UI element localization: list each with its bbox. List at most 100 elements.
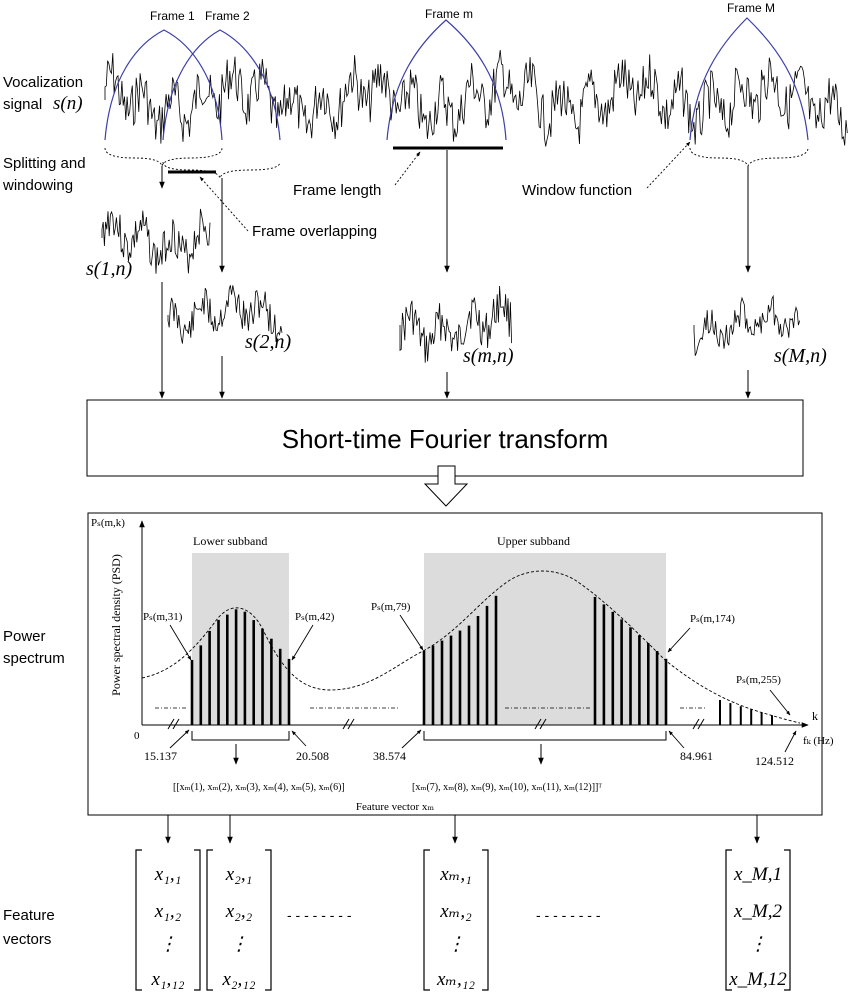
matrix-bracket xyxy=(135,849,142,991)
lower-subband-label: Lower subband xyxy=(193,534,267,548)
y-axis-label: Power spectral density (PSD) xyxy=(109,554,123,696)
axis-breaks xyxy=(167,718,705,730)
frame-1-label: Frame 1 xyxy=(150,9,195,23)
frame-m-symbol: s(m,n) xyxy=(463,345,514,367)
frame-M-label: Frame M xyxy=(727,1,775,15)
frame-2-label: Frame 2 xyxy=(205,9,250,23)
psd-bar-lower xyxy=(226,614,229,725)
psd-bar-upper xyxy=(431,645,435,725)
psd-bar-lower xyxy=(278,648,282,725)
point-255-label: Pₛ(m,255) xyxy=(736,674,781,686)
psd-bar-upper xyxy=(485,605,489,725)
psd-bar-tail xyxy=(729,703,732,725)
freq-38-574: 38.574 xyxy=(373,749,406,763)
psd-bar-tail xyxy=(739,706,742,725)
frame-m-label: Frame m xyxy=(425,7,473,21)
frame-M-waveform xyxy=(693,294,800,356)
feature-vector-label: Feature vector xₘ xyxy=(356,801,434,813)
svg-text:spectrum: spectrum xyxy=(3,650,65,667)
origin-label: 0 xyxy=(134,730,140,742)
psd-bar-upper xyxy=(476,616,480,725)
vector-entry-top: xₘ,₁ xyxy=(439,864,471,885)
stft-output-arrow xyxy=(423,465,469,507)
freq-124-512: 124.512 xyxy=(755,754,794,768)
frequency-labels: 15.137 20.508 38.574 84.961 124.512 xyxy=(144,729,797,768)
vector-lower-text: [[xₘ(1), xₘ(2), xₘ(3), xₘ(4), xₘ(5), xₘ(… xyxy=(173,782,345,793)
psd-bar-lower xyxy=(243,611,247,725)
vector-entry-last: x₁,₁₂ xyxy=(151,969,185,990)
frame-1-symbol: s(1,n) xyxy=(86,258,132,280)
window-function-label: Window function xyxy=(522,182,632,199)
svg-text:Vocalization: Vocalization xyxy=(3,74,83,91)
psd-bar-upper xyxy=(629,627,632,725)
matrix-bracket xyxy=(725,849,732,991)
psd-bar-tail xyxy=(760,712,763,725)
psd-bar-upper xyxy=(602,604,606,725)
matrix-bracket xyxy=(265,849,272,991)
window-functions xyxy=(104,17,809,141)
psd-bar-tail xyxy=(771,715,773,725)
psd-bar-upper xyxy=(620,619,623,725)
psd-bar-lower xyxy=(270,638,273,725)
psd-bar-upper xyxy=(449,635,453,725)
psd-bar-upper xyxy=(467,625,471,725)
psd-bar-upper xyxy=(494,595,498,726)
psd-bar-tail xyxy=(750,709,753,725)
signal-symbol: s(n) xyxy=(53,93,83,114)
stft-input-arrows xyxy=(159,282,751,399)
psd-bar-lower xyxy=(287,658,291,725)
point-174-label: Pₛ(m,174) xyxy=(690,613,735,625)
x-symbol: k xyxy=(812,709,818,723)
freq-84-961: 84.961 xyxy=(680,749,713,763)
vector-entry-top: x₁,₁ xyxy=(154,864,181,885)
psd-bar-lower xyxy=(252,620,255,725)
frame-M-symbol: s(M,n) xyxy=(774,345,827,367)
matrix-bracket xyxy=(206,849,213,991)
feature-vectors: x₁,₁ x₁,₂ ⋮ x₁,₁₂ x₂,₁ x₂,₂ ⋮ x₂,₁₂ xₘ,₁ xₘ,₂ ⋮ xₘ,… xyxy=(135,849,791,991)
vector-entry-top: x₂,₁ xyxy=(225,864,252,885)
svg-text:Power: Power xyxy=(3,628,46,645)
freq-15-137: 15.137 xyxy=(144,749,177,763)
psd-bar-upper xyxy=(440,640,444,725)
freq-20-508: 20.508 xyxy=(296,749,329,763)
frame-2-waveform xyxy=(167,285,283,344)
vector-dots: ⋮ xyxy=(230,934,249,955)
vocalization-waveform xyxy=(104,49,848,147)
frame-symbols: s(1,n) s(2,n) s(m,n) s(M,n) xyxy=(86,258,827,367)
frame-length-label: Frame length xyxy=(293,182,381,199)
point-42-label: Pₛ(m,42) xyxy=(295,611,335,623)
frame-overlapping-label: Frame overlapping xyxy=(252,223,377,240)
feature-arrows xyxy=(165,815,760,844)
matrix-bracket xyxy=(194,849,201,991)
psd-bar-upper xyxy=(593,596,597,725)
window-2 xyxy=(162,29,281,141)
point-79-label: Pₛ(m,79) xyxy=(371,601,411,613)
psd-point-labels: Pₛ(m,31) Pₛ(m,42) Pₛ(m,79) Pₛ(m,174) Pₛ(… xyxy=(143,601,791,716)
matrix-bracket xyxy=(423,849,430,991)
ellipsis-1: - - - - - - - - xyxy=(287,907,352,923)
y-symbol: Pₛ(m,k) xyxy=(91,517,125,529)
vector-entry-second: x₁,₂ xyxy=(154,901,182,922)
frame-2-symbol: s(2,n) xyxy=(245,331,291,353)
psd-envelope xyxy=(141,570,801,724)
psd-bar-upper xyxy=(611,611,615,725)
psd-bar-upper xyxy=(655,651,659,725)
window-m xyxy=(386,19,507,141)
svg-text:Feature: Feature xyxy=(3,907,55,924)
side-label-splitting: Splitting and windowing xyxy=(2,155,86,194)
vector-entry-last: x_M,12 xyxy=(728,969,787,990)
frame-labels: Frame 1 Frame 2 Frame m Frame M xyxy=(150,1,775,23)
vector-entry-last: x₂,₁₂ xyxy=(222,969,256,990)
svg-text:signal: signal xyxy=(3,96,42,113)
subband-brackets xyxy=(191,731,667,765)
upper-subband-region xyxy=(424,553,666,725)
vector-entry-second: x_M,2 xyxy=(733,901,783,922)
svg-text:vectors: vectors xyxy=(3,931,51,948)
psd-bar-lower xyxy=(199,645,203,725)
vector-dots: ⋮ xyxy=(447,934,466,955)
vector-dots: ⋮ xyxy=(749,934,768,955)
vector-entry-last: xₘ,₁₂ xyxy=(436,969,475,990)
psd-bar-upper xyxy=(647,643,650,725)
frame-1-waveform xyxy=(101,208,211,274)
